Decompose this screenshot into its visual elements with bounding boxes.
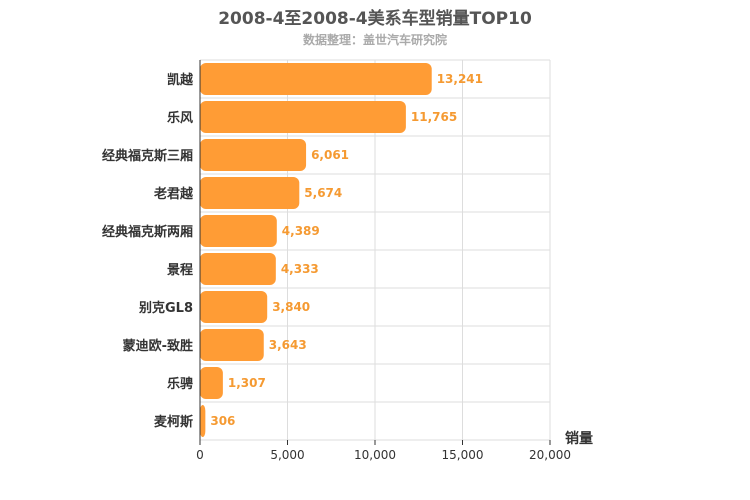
x-tick-label: 15,000 xyxy=(442,448,484,462)
data-label: 4,389 xyxy=(282,224,320,238)
data-label: 3,643 xyxy=(269,338,307,352)
category-label: 经典福克斯两厢 xyxy=(102,224,193,240)
x-tick-label: 5,000 xyxy=(270,448,304,462)
data-label: 1,307 xyxy=(228,376,266,390)
bars xyxy=(200,63,432,437)
x-tick-label: 10,000 xyxy=(354,448,396,462)
data-label: 11,765 xyxy=(411,110,457,124)
bar xyxy=(200,139,307,171)
bar xyxy=(200,63,432,95)
data-label: 4,333 xyxy=(281,262,319,276)
category-label: 别克GL8 xyxy=(138,300,193,316)
data-label: 5,674 xyxy=(304,186,342,200)
data-label: 6,061 xyxy=(311,148,349,162)
bar xyxy=(200,101,406,133)
bar xyxy=(200,253,276,285)
bar xyxy=(200,215,277,247)
category-label: 蒙迪欧-致胜 xyxy=(123,338,193,354)
category-label: 凯越 xyxy=(167,72,194,88)
bar xyxy=(200,291,268,323)
bar xyxy=(200,405,206,437)
bar xyxy=(200,329,264,361)
x-axis-title: 销量 xyxy=(565,430,593,447)
bar xyxy=(200,177,300,209)
x-tick-label: 0 xyxy=(196,448,204,462)
category-label: 麦柯斯 xyxy=(154,414,193,430)
x-axis-ticks: 0 5,000 10,000 15,000 20,000 xyxy=(196,440,571,462)
x-tick-label: 20,000 xyxy=(529,448,571,462)
category-label: 景程 xyxy=(167,263,193,278)
data-label: 13,241 xyxy=(437,72,483,86)
chart-title: 2008-4至2008-4美系车型销量TOP10 xyxy=(218,9,532,29)
category-label: 老君越 xyxy=(153,186,194,202)
category-label: 乐风 xyxy=(167,110,193,126)
category-label: 乐骋 xyxy=(167,376,193,392)
chart-subtitle: 数据整理：盖世汽车研究院 xyxy=(302,33,447,47)
category-label: 经典福克斯三厢 xyxy=(102,148,193,164)
data-label: 3,840 xyxy=(272,300,310,314)
data-labels: 13,241 11,765 6,061 5,674 4,389 4,333 3,840 3,6… xyxy=(210,72,483,428)
bar xyxy=(200,367,223,399)
data-label: 306 xyxy=(210,414,235,428)
